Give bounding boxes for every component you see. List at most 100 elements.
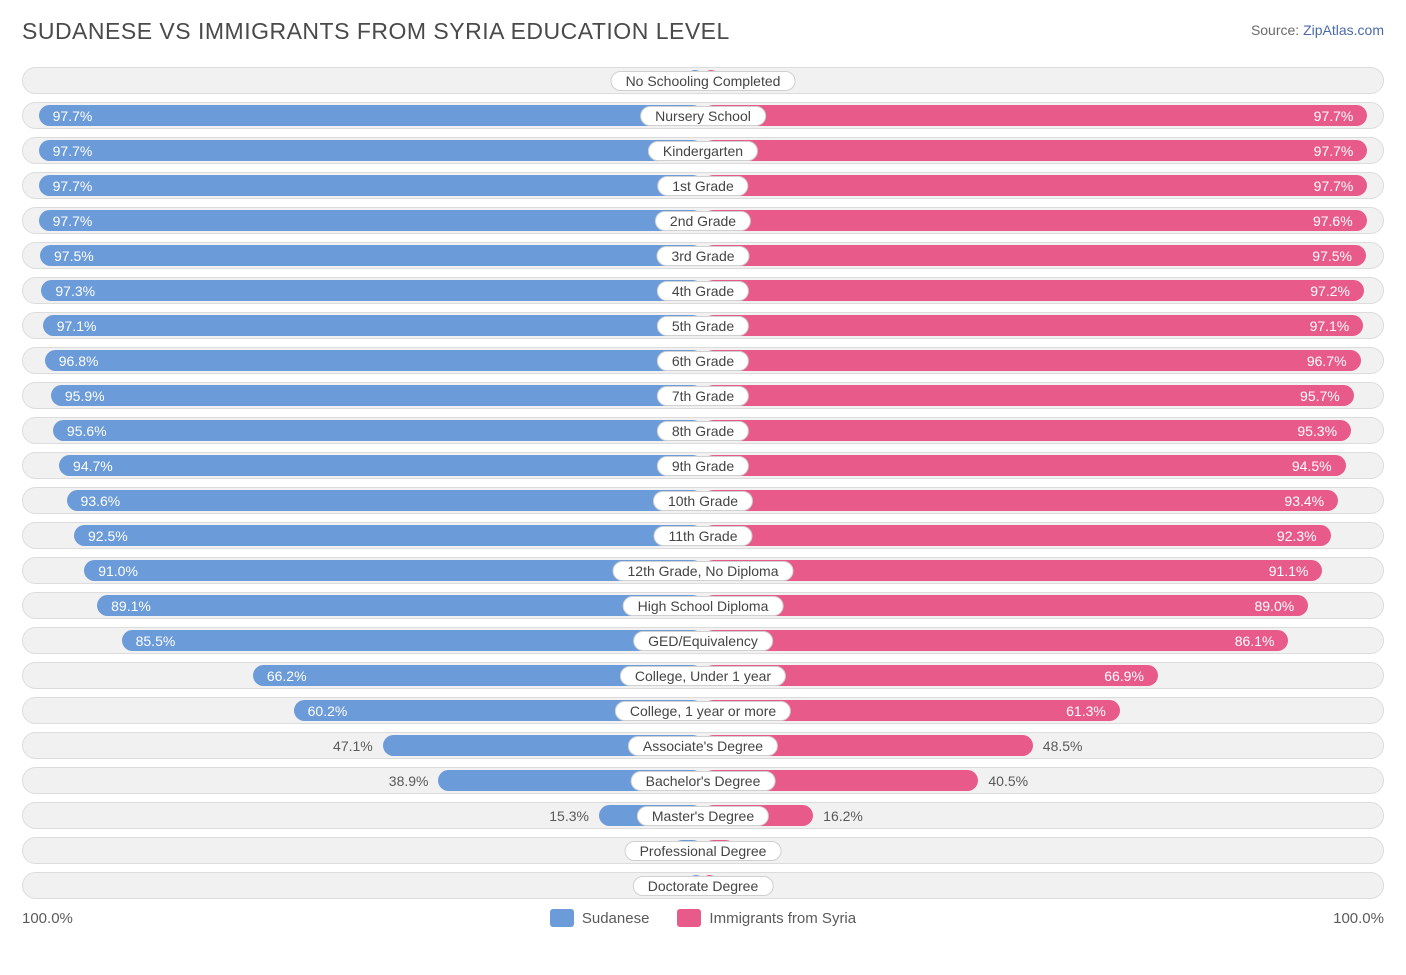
value-right: 97.5% (1312, 248, 1352, 264)
bar-left (39, 210, 703, 231)
source-link[interactable]: ZipAtlas.com (1303, 22, 1384, 38)
chart-row: 97.7%97.7%Nursery School (22, 102, 1384, 129)
bar-right (703, 525, 1331, 546)
category-label: Nursery School (640, 106, 766, 126)
legend-swatch-left (550, 909, 574, 927)
category-label: 8th Grade (657, 421, 749, 441)
chart-row: 15.3%16.2%Master's Degree (22, 802, 1384, 829)
bar-right (703, 140, 1367, 161)
category-label: 3rd Grade (656, 246, 749, 266)
chart-rows: 2.3%2.3%No Schooling Completed97.7%97.7%… (22, 67, 1384, 899)
bar-right (703, 595, 1308, 616)
value-right: 92.3% (1277, 528, 1317, 544)
category-label: Associate's Degree (628, 736, 778, 756)
chart-container: SUDANESE VS IMMIGRANTS FROM SYRIA EDUCAT… (0, 0, 1406, 975)
bar-left (45, 350, 703, 371)
value-left: 97.5% (54, 248, 94, 264)
value-right: 96.7% (1307, 353, 1347, 369)
chart-row: 38.9%40.5%Bachelor's Degree (22, 767, 1384, 794)
value-left: 96.8% (59, 353, 99, 369)
value-left: 93.6% (81, 493, 121, 509)
chart-row: 97.7%97.7%1st Grade (22, 172, 1384, 199)
legend-label-right: Immigrants from Syria (709, 910, 856, 927)
category-label: 5th Grade (657, 316, 749, 336)
chart-row: 97.5% 97.5% 3rd Grade (22, 242, 1384, 269)
value-left: 89.1% (111, 598, 151, 614)
bar-left (84, 560, 703, 581)
value-right: 93.4% (1284, 493, 1324, 509)
bar-right (703, 315, 1363, 336)
category-label: Master's Degree (637, 806, 769, 826)
chart-row: 89.1%89.0%High School Diploma (22, 592, 1384, 619)
category-label: GED/Equivalency (633, 631, 773, 651)
legend-swatch-right (677, 909, 701, 927)
header: SUDANESE VS IMMIGRANTS FROM SYRIA EDUCAT… (22, 18, 1384, 45)
value-right: 97.7% (1314, 178, 1354, 194)
chart-row: 97.7% 97.6% 2nd Grade (22, 207, 1384, 234)
value-left: 97.7% (53, 108, 93, 124)
value-left: 38.9% (389, 773, 429, 789)
bar-left (39, 140, 703, 161)
bar-right (703, 210, 1367, 231)
value-left: 95.9% (65, 388, 105, 404)
category-label: 1st Grade (657, 176, 748, 196)
bar-left (51, 385, 703, 406)
chart-row: 97.3%97.2%4th Grade (22, 277, 1384, 304)
source-attribution: Source: ZipAtlas.com (1251, 18, 1384, 38)
value-right: 61.3% (1066, 703, 1106, 719)
category-label: Professional Degree (625, 841, 782, 861)
chart-row: 97.1% 97.1% 5th Grade (22, 312, 1384, 339)
chart-row: 60.2% 61.3% College, 1 year or more (22, 697, 1384, 724)
source-prefix: Source: (1251, 22, 1303, 38)
bar-right (703, 105, 1367, 126)
chart-row: 2.3%2.3%No Schooling Completed (22, 67, 1384, 94)
value-right: 97.7% (1314, 143, 1354, 159)
value-left: 97.7% (53, 143, 93, 159)
value-left: 97.7% (53, 213, 93, 229)
chart-title: SUDANESE VS IMMIGRANTS FROM SYRIA EDUCAT… (22, 18, 730, 45)
value-right: 94.5% (1292, 458, 1332, 474)
bar-left (39, 175, 703, 196)
chart-row: 47.1%48.5%Associate's Degree (22, 732, 1384, 759)
value-left: 97.3% (55, 283, 95, 299)
bar-left (59, 455, 703, 476)
category-label: 2nd Grade (655, 211, 751, 231)
chart-footer: 100.0% Sudanese Immigrants from Syria 10… (22, 909, 1384, 927)
value-left: 66.2% (267, 668, 307, 684)
bar-left (122, 630, 703, 651)
category-label: High School Diploma (623, 596, 784, 616)
value-right: 97.1% (1310, 318, 1350, 334)
value-right: 97.2% (1310, 283, 1350, 299)
value-left: 91.0% (98, 563, 138, 579)
category-label: Kindergarten (648, 141, 758, 161)
chart-row: 93.6% 93.4% 10th Grade (22, 487, 1384, 514)
value-right: 95.3% (1297, 423, 1337, 439)
category-label: 10th Grade (653, 491, 753, 511)
value-right: 40.5% (988, 773, 1028, 789)
value-left: 97.1% (57, 318, 97, 334)
bar-left (43, 315, 703, 336)
chart-row: 92.5%92.3%11th Grade (22, 522, 1384, 549)
category-label: College, 1 year or more (615, 701, 791, 721)
chart-row: 85.5%86.1%GED/Equivalency (22, 627, 1384, 654)
chart-row: 66.2%66.9%College, Under 1 year (22, 662, 1384, 689)
value-right: 48.5% (1043, 738, 1083, 754)
chart-row: 96.8% 96.7% 6th Grade (22, 347, 1384, 374)
bar-left (40, 245, 703, 266)
category-label: 6th Grade (657, 351, 749, 371)
value-right: 97.6% (1313, 213, 1353, 229)
bar-right (703, 420, 1351, 441)
legend-item-left: Sudanese (550, 909, 650, 927)
category-label: No Schooling Completed (611, 71, 796, 91)
legend-label-left: Sudanese (582, 910, 650, 927)
bar-right (703, 630, 1288, 651)
value-left: 60.2% (308, 703, 348, 719)
bar-right (703, 385, 1354, 406)
value-left: 95.6% (67, 423, 107, 439)
bar-right (703, 490, 1338, 511)
bar-left (39, 105, 703, 126)
value-left: 94.7% (73, 458, 113, 474)
chart-row: 94.7%94.5%9th Grade (22, 452, 1384, 479)
value-left: 92.5% (88, 528, 128, 544)
bar-right (703, 280, 1364, 301)
